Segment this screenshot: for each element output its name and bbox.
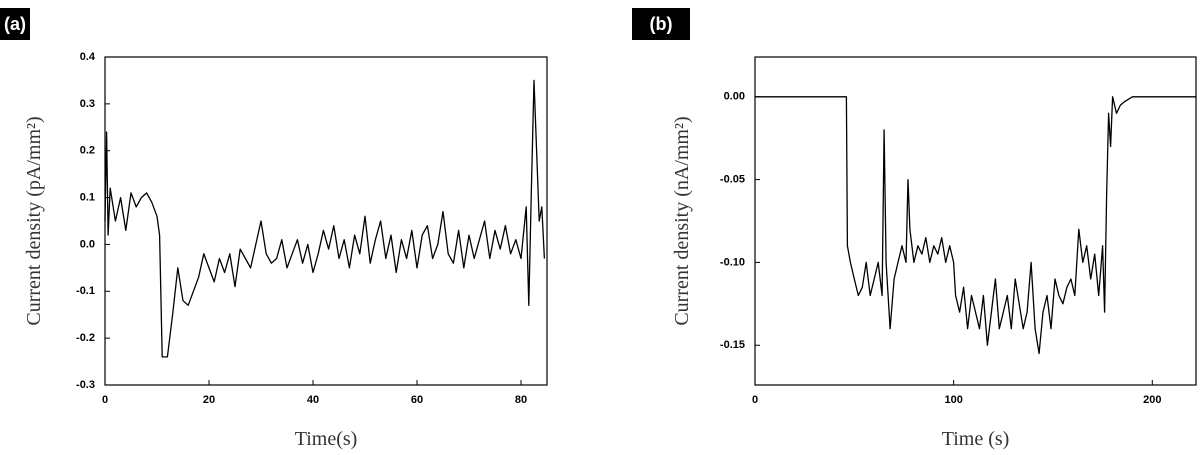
y-tick-label: 0.2 [80,145,95,157]
data-line [104,79,546,358]
y-axis-title: Current density (nA/mm²) [671,116,693,325]
x-tick-label: 40 [307,394,319,406]
plot-frame [104,56,548,386]
plot-frame [754,56,1197,386]
x-axis-title: Time (s) [942,428,1010,450]
x-tick-label: 60 [411,394,423,406]
panel-label-box [632,8,690,40]
x-tick-label: 200 [1143,394,1161,406]
x-tick-label: 80 [515,394,527,406]
y-tick-label: 0.1 [80,191,95,203]
y-axis-title: Current density (pA/mm²) [23,116,45,325]
panel-label: (b) [650,14,673,34]
y-tick-label: -0.3 [76,379,95,391]
y-tick-label: 0.3 [80,98,95,110]
y-tick-label: -0.2 [76,332,95,344]
panel-label: (a) [4,14,26,34]
y-tick-label: -0.1 [76,285,95,297]
y-tick-label: 0.0 [80,238,95,250]
panel-label-box [0,8,30,40]
y-tick-label: 0.4 [80,51,96,63]
x-tick-label: 0 [752,394,758,406]
x-axis-title: Time(s) [295,428,358,450]
y-tick-label: -0.05 [720,173,745,185]
y-tick-label: -0.15 [720,339,745,351]
x-tick-label: 0 [102,394,108,406]
data-line [755,96,1196,355]
x-tick-label: 20 [203,394,215,406]
y-tick-label: -0.10 [720,256,745,268]
y-tick-label: 0.00 [724,91,745,103]
x-tick-label: 100 [944,394,962,406]
